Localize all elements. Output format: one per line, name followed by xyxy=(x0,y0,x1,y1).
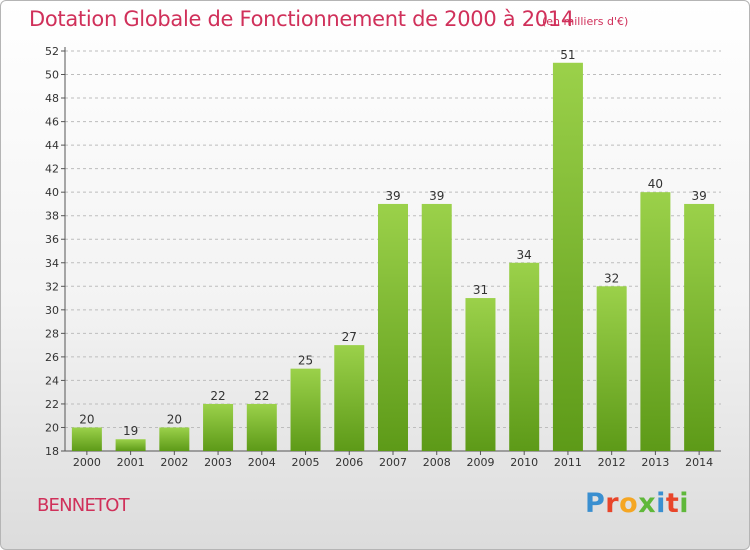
bar-2008[interactable] xyxy=(421,203,452,451)
logo-letter: o xyxy=(619,488,639,519)
x-tick-label-2003: 2003 xyxy=(204,456,232,469)
y-tick-label: 26 xyxy=(45,351,59,364)
y-tick-label: 24 xyxy=(45,374,59,387)
bar-2010[interactable] xyxy=(509,262,540,451)
proxiti-logo[interactable]: Proxiti xyxy=(585,488,689,519)
x-tick-label-2009: 2009 xyxy=(466,456,494,469)
bar-2011[interactable] xyxy=(552,62,583,451)
value-label-2000: 20 xyxy=(79,412,94,426)
x-tick-label-2012: 2012 xyxy=(598,456,626,469)
x-tick-label-2004: 2004 xyxy=(248,456,276,469)
value-label-2014: 39 xyxy=(691,189,706,203)
logo-letter: r xyxy=(605,488,620,519)
value-label-2007: 39 xyxy=(385,189,400,203)
y-tick-label: 32 xyxy=(45,280,59,293)
value-label-2013: 40 xyxy=(648,177,663,191)
y-tick-label: 40 xyxy=(45,186,59,199)
y-tick-label: 44 xyxy=(45,139,59,152)
value-label-2011: 51 xyxy=(560,48,575,62)
value-label-2005: 25 xyxy=(298,354,313,368)
bar-2002[interactable] xyxy=(159,427,190,451)
logo-letter: i xyxy=(679,488,690,519)
x-tick-label-2007: 2007 xyxy=(379,456,407,469)
x-tick-label-2006: 2006 xyxy=(335,456,363,469)
bar-2004[interactable] xyxy=(246,403,277,451)
logo-letter: t xyxy=(665,488,680,519)
value-label-2002: 20 xyxy=(167,412,182,426)
bar-2000[interactable] xyxy=(71,427,102,451)
place-name: BENNETOT xyxy=(37,495,130,516)
chart-unit-note: (en milliers d'€) xyxy=(542,15,629,28)
logo-letter: P xyxy=(585,488,606,519)
value-label-2008: 39 xyxy=(429,189,444,203)
x-tick-label-2005: 2005 xyxy=(292,456,320,469)
value-label-2001: 19 xyxy=(123,424,138,438)
y-tick-label: 38 xyxy=(45,210,59,223)
y-tick-label: 30 xyxy=(45,304,59,317)
y-tick-label: 52 xyxy=(45,45,59,58)
logo-letter: x xyxy=(638,488,657,519)
x-tick-label-2000: 2000 xyxy=(73,456,101,469)
x-tick-label-2014: 2014 xyxy=(685,456,713,469)
x-tick-label-2001: 2001 xyxy=(117,456,145,469)
y-tick-label: 18 xyxy=(45,445,59,458)
y-tick-label: 48 xyxy=(45,92,59,105)
x-tick-label-2010: 2010 xyxy=(510,456,538,469)
value-label-2010: 34 xyxy=(517,248,532,262)
bar-2003[interactable] xyxy=(203,403,234,451)
bar-2012[interactable] xyxy=(596,286,627,451)
value-label-2012: 32 xyxy=(604,271,619,285)
x-tick-label-2013: 2013 xyxy=(641,456,669,469)
bars xyxy=(71,62,715,452)
bar-2001[interactable] xyxy=(115,439,146,451)
axes: 18 20 22 24 26 28 30 32 34 36 38 40 42 44 46 48 50 52 2000… xyxy=(45,45,721,469)
y-tick-label: 20 xyxy=(45,421,59,434)
y-tick-label: 22 xyxy=(45,398,59,411)
y-tick-label: 34 xyxy=(45,257,59,270)
bar-2007[interactable] xyxy=(378,203,408,451)
y-tick-label: 28 xyxy=(45,327,59,340)
x-tick-label-2008: 2008 xyxy=(423,456,451,469)
value-labels: 20 19 20 22 22 25 27 39 39 31 34 51 32 40 39 xyxy=(79,48,707,438)
y-tick-label: 42 xyxy=(45,163,59,176)
bar-2009[interactable] xyxy=(465,298,496,451)
bar-2006[interactable] xyxy=(334,345,365,451)
chart-title: Dotation Globale de Fonctionnement de 20… xyxy=(29,7,574,31)
x-tick-label-2011: 2011 xyxy=(554,456,582,469)
bar-2013[interactable] xyxy=(640,192,671,452)
bar-2005[interactable] xyxy=(290,368,321,451)
y-tick-label: 50 xyxy=(45,69,59,82)
value-label-2006: 27 xyxy=(342,330,357,344)
value-label-2009: 31 xyxy=(473,283,488,297)
logo-letter: i xyxy=(656,488,666,519)
value-label-2004: 22 xyxy=(254,389,269,403)
y-tick-label: 36 xyxy=(45,233,59,246)
value-label-2003: 22 xyxy=(210,389,225,403)
y-tick-label: 46 xyxy=(45,116,59,129)
bar-2014[interactable] xyxy=(684,203,715,451)
x-tick-label-2002: 2002 xyxy=(160,456,188,469)
